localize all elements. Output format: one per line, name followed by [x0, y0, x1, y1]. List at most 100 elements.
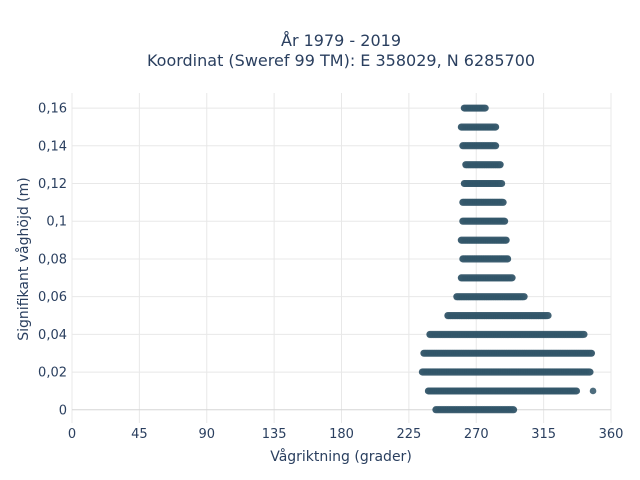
data-point [493, 161, 500, 169]
data-point [498, 312, 506, 320]
data-point [557, 331, 565, 339]
data-point [457, 387, 464, 395]
data-point [491, 141, 499, 149]
data-point [481, 275, 488, 282]
data-point [484, 405, 492, 413]
data-point [503, 293, 511, 301]
data-point [489, 331, 497, 339]
data-point [466, 217, 474, 224]
data-point [513, 349, 521, 357]
data-point [506, 349, 514, 357]
data-point [497, 255, 504, 262]
data-point [479, 275, 487, 282]
data-point [565, 387, 572, 395]
data-point [500, 255, 508, 262]
data-point [471, 387, 479, 395]
data-point [455, 331, 462, 339]
data-point [466, 124, 474, 131]
data-point [471, 293, 479, 301]
data-point [458, 368, 466, 375]
data-point [546, 331, 554, 339]
data-point [472, 255, 479, 262]
data-point [522, 349, 530, 357]
data-point [462, 293, 470, 301]
data-point [505, 331, 513, 339]
data-point [485, 331, 493, 339]
data-point [452, 405, 459, 413]
data-point [587, 349, 595, 357]
data-point [425, 387, 432, 395]
data-point [436, 349, 444, 357]
data-point [459, 124, 467, 131]
data-point [496, 293, 504, 301]
data-point [493, 255, 501, 262]
data-point [505, 312, 513, 320]
data-point [497, 349, 505, 357]
data-point [493, 275, 501, 282]
data-point [514, 387, 522, 395]
data-point [516, 331, 523, 339]
data-point [525, 331, 532, 339]
data-point [448, 405, 456, 413]
data-point [473, 217, 481, 224]
data-point [486, 198, 494, 206]
data-point [501, 293, 509, 301]
data-point [476, 293, 484, 301]
data-point [495, 387, 502, 395]
data-point [507, 368, 514, 375]
data-point [467, 312, 475, 320]
data-point [575, 349, 582, 357]
data-point [470, 349, 478, 357]
data-point [499, 275, 506, 282]
data-point [486, 180, 493, 187]
data-point [494, 161, 502, 169]
data-point [510, 349, 517, 357]
data-point [548, 368, 556, 375]
data-point [479, 255, 486, 262]
data-point [440, 349, 447, 357]
data-point [476, 331, 484, 339]
data-point [493, 331, 500, 339]
data-point [492, 124, 499, 131]
data-point [434, 349, 442, 357]
data-point [484, 331, 491, 339]
data-point [462, 331, 470, 339]
data-point [538, 387, 545, 395]
data-point [496, 368, 503, 375]
data-point [557, 387, 565, 395]
data-point [516, 368, 523, 375]
data-point [470, 124, 478, 131]
data-point [459, 387, 466, 395]
data-point [475, 405, 483, 413]
data-point [426, 387, 434, 395]
data-point [515, 349, 523, 357]
data-point [473, 180, 481, 187]
data-point [486, 141, 494, 149]
data-point [501, 312, 509, 320]
data-point [579, 331, 586, 339]
data-point [499, 349, 507, 357]
data-point [584, 349, 591, 357]
data-point [487, 368, 494, 375]
data-point [561, 331, 568, 339]
data-point [463, 349, 471, 357]
data-point [449, 349, 456, 357]
data-point [473, 198, 481, 206]
data-point [426, 368, 433, 375]
data-point [453, 312, 461, 320]
data-point [499, 255, 506, 262]
data-point [476, 349, 483, 357]
y-tick-label: 0,1 [46, 215, 67, 230]
data-point [442, 368, 450, 375]
data-point [481, 255, 488, 262]
data-point [493, 198, 501, 206]
data-point [429, 349, 437, 357]
data-point [487, 180, 495, 187]
data-point [575, 331, 583, 339]
data-point [488, 141, 495, 149]
data-point [477, 255, 485, 262]
data-point [528, 312, 536, 320]
data-point [489, 180, 497, 187]
data-point [482, 180, 490, 187]
data-point [549, 349, 557, 357]
